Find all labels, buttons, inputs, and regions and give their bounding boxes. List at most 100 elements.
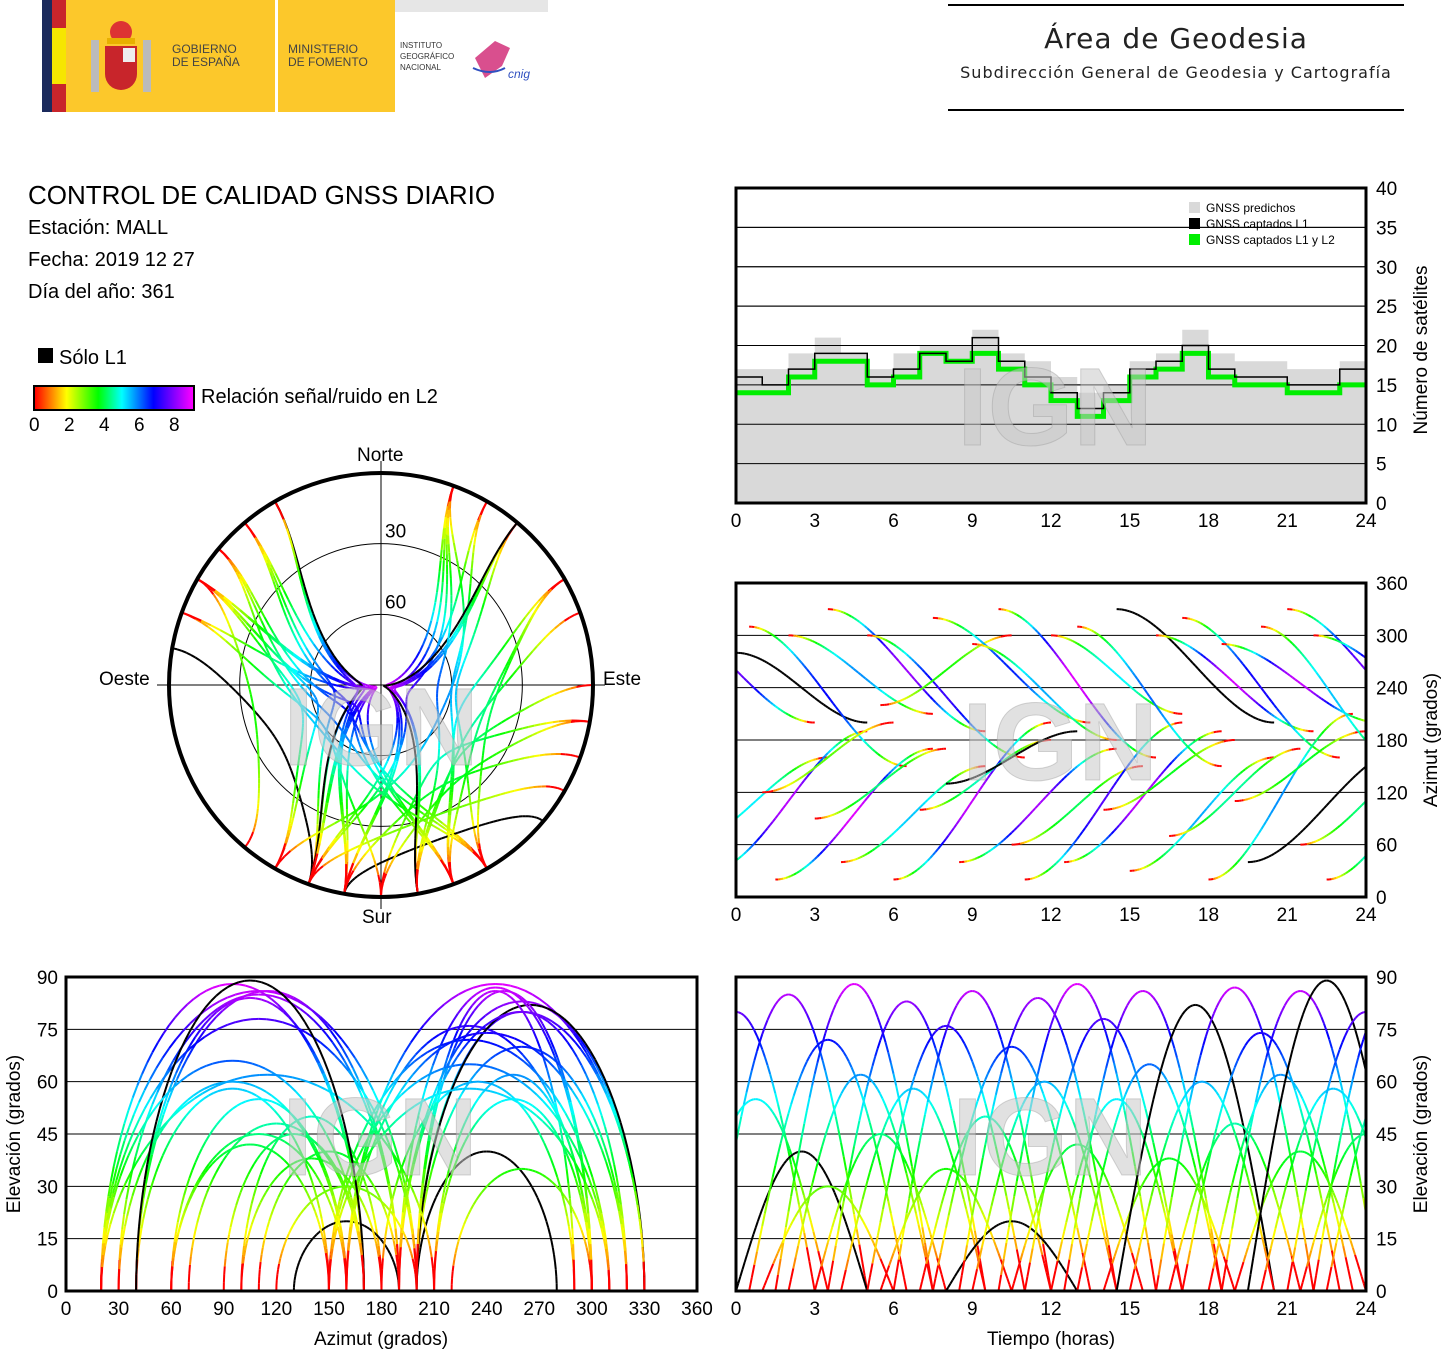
snr-colorbar xyxy=(33,385,195,411)
ea-trace xyxy=(502,983,511,987)
az-trace xyxy=(1181,641,1186,645)
az-trace xyxy=(1234,861,1239,866)
ea-trace xyxy=(321,1150,326,1154)
az-trace xyxy=(1026,744,1030,748)
az-trace xyxy=(1105,779,1109,783)
ea-trace xyxy=(363,1207,368,1214)
ea-trace xyxy=(583,1212,587,1223)
ea-trace xyxy=(152,1129,161,1139)
ea-trace xyxy=(347,1070,356,1081)
az-trace xyxy=(1201,810,1206,815)
ea-trace xyxy=(178,1203,183,1214)
az-trace xyxy=(1018,615,1023,619)
ea-trace xyxy=(403,1042,412,1053)
ea-trace xyxy=(245,1236,250,1244)
ea-trace xyxy=(307,1163,314,1170)
ea-trace xyxy=(215,1007,223,1014)
ea-trace xyxy=(338,1208,344,1219)
az-trace xyxy=(1000,839,1005,843)
az-trace xyxy=(1155,858,1160,862)
az-trace xyxy=(1343,734,1347,738)
az-trace xyxy=(1263,656,1267,661)
az-trace xyxy=(1265,855,1270,859)
az-trace xyxy=(1256,793,1260,797)
ea-trace xyxy=(542,1092,549,1099)
ea-trace xyxy=(268,1214,273,1222)
az-trace xyxy=(1334,699,1339,704)
az-trace xyxy=(1371,761,1374,763)
az-trace xyxy=(958,772,962,776)
ea-trace xyxy=(465,1033,473,1037)
az-trace xyxy=(848,859,851,863)
ea-trace xyxy=(323,1059,330,1072)
ea-trace xyxy=(532,1030,538,1040)
ea-trace xyxy=(361,1201,366,1208)
ea-trace xyxy=(470,1124,476,1131)
az-trace xyxy=(932,851,937,856)
ea-trace xyxy=(242,990,252,994)
az-trace xyxy=(1126,683,1131,687)
ea-trace xyxy=(156,1032,165,1044)
ea-trace xyxy=(458,1035,467,1040)
ea-ytick: 90 xyxy=(37,968,58,989)
ea-trace xyxy=(470,1204,475,1210)
ea-trace xyxy=(326,1136,334,1147)
az-trace xyxy=(1246,846,1251,852)
ea-trace xyxy=(134,1154,143,1165)
ea-trace xyxy=(368,1228,373,1232)
az-trace xyxy=(728,864,731,866)
az-trace xyxy=(1278,667,1283,671)
az-trace xyxy=(939,841,945,847)
az-trace xyxy=(691,631,694,633)
ea-trace xyxy=(496,1014,504,1019)
ea-trace xyxy=(419,1126,426,1140)
az-trace xyxy=(1053,700,1058,705)
az-trace xyxy=(822,703,827,707)
et-xtick: 6 xyxy=(888,1299,899,1320)
ea-trace xyxy=(238,983,246,987)
az-trace xyxy=(1331,796,1336,801)
ea-trace xyxy=(523,1109,530,1117)
ea-trace xyxy=(293,1006,301,1015)
az-trace xyxy=(1022,748,1026,752)
ea-trace xyxy=(379,1238,384,1243)
az-trace xyxy=(1226,675,1231,680)
az-trace xyxy=(1280,778,1284,783)
az-trace xyxy=(780,709,784,713)
ea-trace xyxy=(368,1122,377,1131)
az-trace xyxy=(1209,762,1213,766)
az-trace xyxy=(1177,735,1182,740)
ea-trace xyxy=(572,1032,581,1044)
ea-trace xyxy=(579,1142,586,1155)
ea-trace xyxy=(384,1107,392,1119)
ea-trace xyxy=(201,1141,207,1149)
az-trace xyxy=(724,826,726,828)
ea-trace xyxy=(191,1162,197,1171)
az-trace xyxy=(1076,802,1081,807)
az-trace xyxy=(1250,714,1254,718)
az-trace xyxy=(855,733,860,738)
az-trace xyxy=(1242,646,1246,650)
ign-line-1: INSTITUTO xyxy=(400,41,443,50)
ea-trace xyxy=(314,1150,320,1160)
ea-trace xyxy=(426,1038,434,1045)
ea-trace xyxy=(428,1065,434,1077)
ea-trace xyxy=(475,990,482,995)
az-trace xyxy=(1165,719,1170,725)
az-trace xyxy=(769,821,774,826)
az-trace xyxy=(1228,699,1233,704)
az-trace xyxy=(1153,784,1157,788)
ea-trace xyxy=(250,1218,255,1226)
az-trace xyxy=(871,725,875,729)
ea-trace xyxy=(409,1054,417,1063)
az-trace xyxy=(900,649,905,653)
ea-trace xyxy=(473,1005,480,1012)
ea-trace xyxy=(437,1213,442,1225)
ea-xtick: 150 xyxy=(313,1299,345,1320)
az-trace xyxy=(1194,649,1199,653)
ea-trace xyxy=(417,1213,422,1229)
ea-trace xyxy=(368,1218,373,1226)
az-trace xyxy=(715,833,717,835)
az-trace xyxy=(1055,703,1060,707)
ea-trace xyxy=(403,1233,408,1240)
